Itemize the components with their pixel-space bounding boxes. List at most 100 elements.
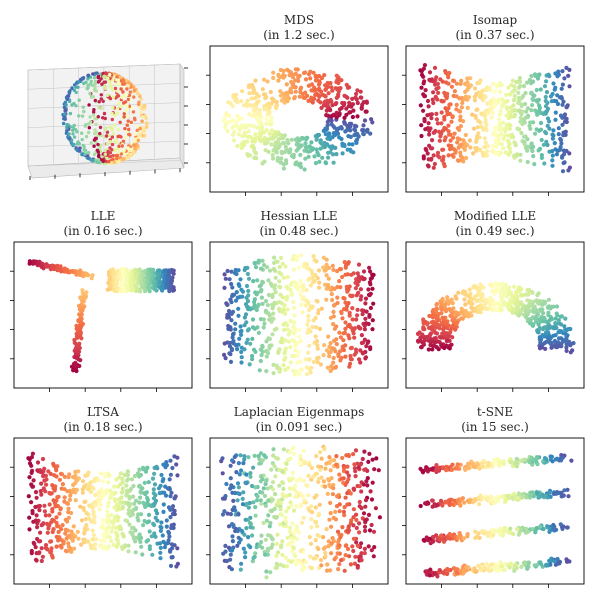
hessian-lle-point — [239, 355, 244, 360]
modified-lle-point — [428, 337, 433, 342]
ltsa-point — [82, 499, 87, 505]
sphere-point — [104, 87, 108, 91]
laplacian-point — [361, 511, 367, 516]
laplacian-point — [281, 486, 286, 491]
sphere-point — [105, 93, 110, 98]
isomap-point — [479, 124, 484, 129]
laplacian-point — [222, 509, 227, 514]
ltsa-point — [135, 471, 140, 476]
hessian-lle-point — [233, 298, 239, 303]
isomap-point — [537, 105, 543, 110]
laplacian-point — [274, 553, 279, 559]
modified-lle-point — [421, 325, 426, 330]
hessian-lle-point — [263, 299, 269, 304]
isomap-point — [450, 78, 456, 83]
sphere-point — [115, 111, 120, 116]
hessian-lle-point — [324, 273, 329, 278]
lle-point — [78, 325, 83, 330]
modified-lle-point — [434, 345, 439, 350]
isomap-point — [510, 89, 515, 94]
hessian-lle-point — [277, 279, 282, 284]
sphere-point — [113, 123, 117, 128]
laplacian-point — [362, 551, 367, 556]
mds-point — [268, 118, 273, 123]
ltsa-point — [111, 525, 116, 531]
sphere-point — [126, 97, 131, 102]
hessian-lle-point — [237, 336, 242, 341]
ltsa-point — [62, 499, 67, 504]
sphere-point — [133, 137, 138, 142]
ltsa-point — [64, 536, 69, 541]
hessian-lle-point — [288, 345, 293, 350]
ltsa-point — [73, 498, 78, 503]
laplacian-point — [339, 558, 344, 563]
mds-point — [338, 86, 343, 91]
laplacian-point — [275, 532, 280, 537]
isomap-point — [437, 138, 442, 143]
laplacian-point — [225, 511, 230, 516]
modified-lle-point — [563, 331, 568, 336]
laplacian-point — [357, 530, 362, 535]
modified-lle-point — [421, 321, 426, 326]
ltsa-point — [40, 554, 46, 559]
sphere-point — [89, 141, 94, 145]
ltsa-point — [60, 523, 65, 528]
isomap-point — [476, 118, 481, 124]
ltsa-point — [109, 529, 114, 534]
isomap-point — [427, 143, 432, 148]
ltsa-point — [54, 544, 59, 549]
mds-point — [235, 100, 240, 105]
hessian-lle-point — [307, 307, 312, 313]
ltsa-point — [62, 474, 67, 479]
laplacian-point — [299, 477, 304, 483]
isomap-point — [452, 131, 457, 136]
hessian-lle-point — [240, 289, 246, 294]
mds-point — [318, 146, 323, 151]
laplacian-point — [340, 525, 345, 530]
mds-point — [228, 101, 233, 106]
mds-point — [271, 70, 276, 75]
sphere-point — [132, 95, 136, 99]
mds-point — [230, 125, 235, 130]
laplacian-point — [363, 504, 368, 509]
laplacian-point — [279, 512, 285, 518]
ltsa-point — [105, 504, 110, 509]
ltsa-point — [112, 484, 117, 489]
hessian-lle-point — [359, 333, 364, 338]
isomap-point — [447, 70, 452, 76]
modified-lle-point — [465, 293, 470, 298]
sphere-point — [106, 76, 110, 80]
laplacian-point — [228, 476, 233, 481]
tsne-title: t-SNE — [477, 405, 513, 419]
laplacian-point — [288, 500, 293, 505]
mds-point — [264, 128, 269, 133]
isomap-point — [435, 150, 441, 155]
isomap-point — [527, 77, 533, 83]
laplacian-point — [298, 457, 303, 462]
hessian-lle-point — [264, 339, 269, 344]
hessian-lle-point — [269, 319, 274, 324]
modified-lle-point — [552, 338, 558, 344]
ltsa-point — [39, 558, 44, 564]
hessian-lle-point — [259, 352, 264, 358]
hessian-lle-point — [307, 343, 312, 348]
modified-lle-point — [547, 340, 552, 345]
hessian-lle-point — [358, 348, 363, 353]
laplacian-point — [274, 541, 280, 547]
mds-point — [303, 141, 308, 146]
isomap-point — [481, 153, 486, 158]
modified-lle-point — [540, 302, 545, 307]
3d-hgrid — [27, 102, 181, 109]
isomap-point — [419, 123, 424, 128]
mds-point — [325, 123, 330, 128]
ltsa-point — [30, 511, 35, 516]
hessian-lle-title: Hessian LLE — [260, 209, 337, 223]
mds-point — [317, 80, 322, 85]
ltsa-point — [87, 516, 92, 521]
hessian-lle-point — [247, 362, 252, 367]
sphere-point — [78, 149, 82, 153]
laplacian-point — [258, 451, 264, 456]
modified-lle-point — [558, 314, 564, 319]
sphere-point — [97, 79, 101, 83]
laplacian-point — [277, 483, 282, 488]
